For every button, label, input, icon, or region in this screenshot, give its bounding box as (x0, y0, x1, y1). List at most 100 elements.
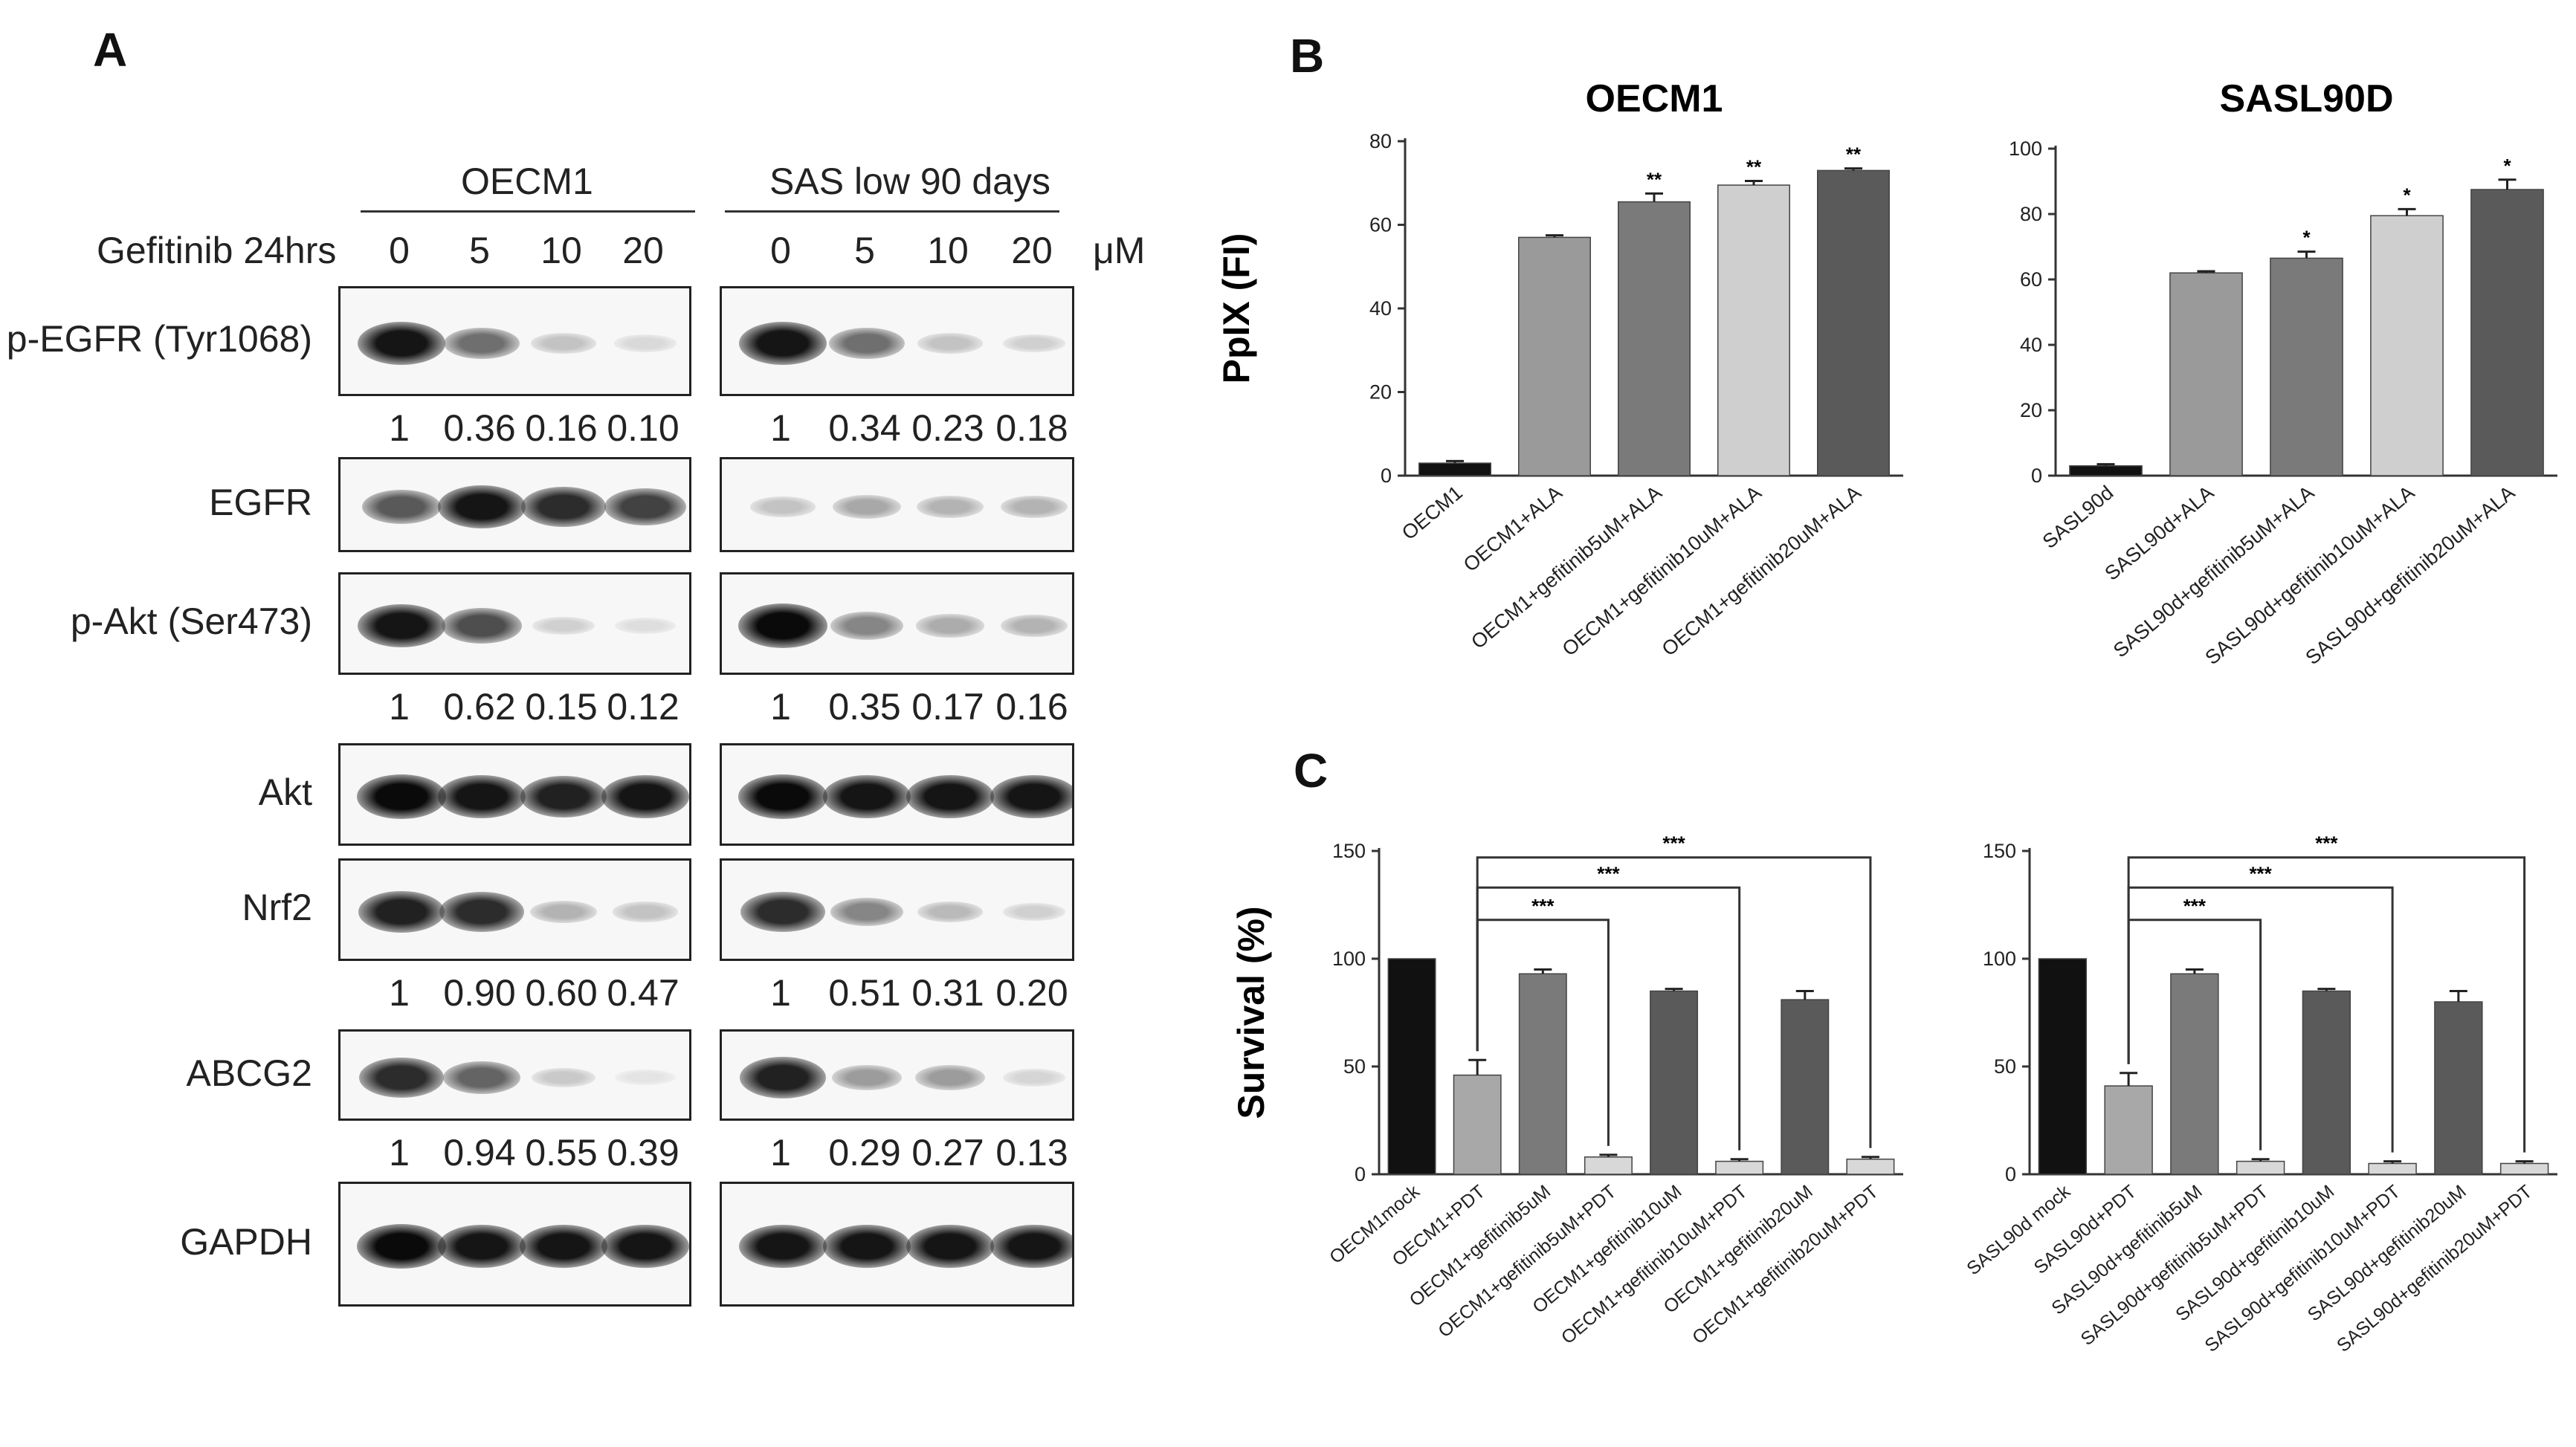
blot-band (990, 775, 1072, 818)
y-tick-label: 80 (1369, 130, 1392, 152)
blot-band (1002, 334, 1066, 353)
significance-mark: *** (1597, 862, 1620, 884)
significance-mark: *** (2183, 895, 2207, 917)
blot-band (830, 898, 903, 926)
blot-band (906, 775, 994, 818)
blot-group-rule-left (361, 210, 695, 213)
x-tick-label: SASL90d+gefitinib10uM+ALA (2201, 482, 2418, 670)
blot-quant-value: 0.51 (828, 972, 901, 1014)
significance-mark: ** (1846, 143, 1862, 166)
bar (2499, 1162, 2549, 1175)
y-tick-label: 80 (2020, 203, 2042, 225)
blot-band (917, 496, 984, 518)
blot-row-label: EGFR (209, 482, 312, 523)
y-tick-label: 20 (1369, 381, 1392, 404)
bar (1518, 236, 1591, 476)
blot-quant-value: 0.55 (525, 1132, 598, 1174)
bar (2169, 272, 2243, 476)
lane-label: 0 (770, 230, 791, 271)
blot-band (520, 1225, 607, 1268)
lane-label: 20 (622, 230, 664, 271)
blot-image-left (338, 858, 691, 961)
panel-letter-a: A (93, 23, 128, 77)
blot-quant-value: 0.60 (525, 972, 598, 1014)
significance-mark: ** (1647, 168, 1662, 190)
significance-mark: *** (1531, 895, 1555, 917)
bar (1584, 1156, 1633, 1175)
y-tick-label: 150 (1332, 840, 1366, 862)
blot-image-right (720, 572, 1074, 675)
blot-band (740, 892, 825, 932)
significance-mark: *** (1662, 832, 1685, 855)
blot-quant-value: 1 (770, 972, 791, 1014)
significance-bracket (1476, 856, 1872, 1148)
blot-band (829, 328, 905, 359)
blot-quant-value: 0.15 (525, 686, 598, 728)
x-tick-label: SASL90d+gefitinib20uM+ALA (2301, 482, 2519, 670)
chart-survival-oecm1: Survival (%)050100150OECM1mockOECM1+PDTO… (1234, 832, 1903, 1348)
y-tick-label: 100 (1332, 948, 1366, 970)
blot-image-right (720, 1029, 1074, 1121)
blot-row-label: GAPDH (180, 1221, 312, 1263)
blot-band (906, 1225, 994, 1268)
blot-band (601, 1225, 689, 1268)
blot-band (915, 1064, 985, 1090)
bar (1650, 990, 1699, 1175)
blot-quant-value: 1 (389, 1132, 410, 1174)
y-tick-label: 20 (2020, 399, 2042, 421)
blot-quant-value: 1 (389, 407, 410, 449)
unit-label: μM (1093, 230, 1146, 271)
blot-quant-value: 1 (389, 972, 410, 1014)
blot-row-label: Nrf2 (242, 887, 312, 928)
bar (1518, 973, 1567, 1175)
blot-quant-value: 0.36 (443, 407, 516, 449)
blot-row-label: p-EGFR (Tyr1068) (6, 318, 312, 360)
blot-band (362, 490, 441, 524)
blot-band (358, 604, 445, 647)
blot-band (1002, 902, 1066, 922)
y-tick-label: 0 (1381, 464, 1392, 487)
blot-band (358, 322, 445, 365)
blot-band (358, 891, 445, 933)
blot-quant-value: 0.27 (911, 1132, 984, 1174)
blot-band (532, 616, 595, 635)
y-tick-label: 0 (1355, 1163, 1366, 1185)
bar (2434, 1001, 2483, 1175)
blot-image-left (338, 572, 691, 675)
significance-mark: ** (1746, 155, 1762, 178)
blot-row-label: Akt (258, 771, 312, 813)
blot-band (520, 776, 607, 818)
blot-band (823, 1225, 911, 1268)
bar (2170, 973, 2219, 1175)
y-tick-label: 100 (1983, 948, 2016, 970)
blot-group-label-sas: SAS low 90 days (769, 161, 1050, 202)
blot-band (740, 1056, 826, 1098)
blot-quant-value: 0.35 (828, 686, 901, 728)
y-tick-label: 60 (2020, 268, 2042, 291)
bar (1717, 184, 1790, 476)
blot-quant-value: 0.17 (911, 686, 984, 728)
x-tick-label: OECM1+gefitinib10uM+ALA (1558, 482, 1766, 661)
blot-band (357, 1224, 446, 1269)
blot-quant-value: 0.29 (828, 1132, 901, 1174)
blot-band (833, 495, 901, 519)
blot-image-left (338, 457, 691, 552)
blot-band (439, 892, 524, 932)
blot-row-label: p-Akt (Ser473) (70, 601, 312, 642)
blot-band (521, 487, 606, 527)
significance-mark: * (2403, 184, 2411, 206)
bar (2270, 257, 2343, 476)
blot-group-rule-right (725, 210, 1059, 213)
blot-band (531, 333, 596, 354)
bar (1453, 1074, 1502, 1175)
blot-band (530, 901, 597, 923)
blot-band (1003, 1068, 1065, 1087)
blot-band (738, 603, 827, 648)
blot-band (443, 1061, 520, 1094)
blot-band (601, 775, 689, 818)
blot-image-left (338, 286, 691, 396)
blot-quant-value: 1 (770, 1132, 791, 1174)
blot-quant-value: 0.34 (828, 407, 901, 449)
blot-band (750, 496, 816, 517)
bar (2302, 990, 2351, 1175)
